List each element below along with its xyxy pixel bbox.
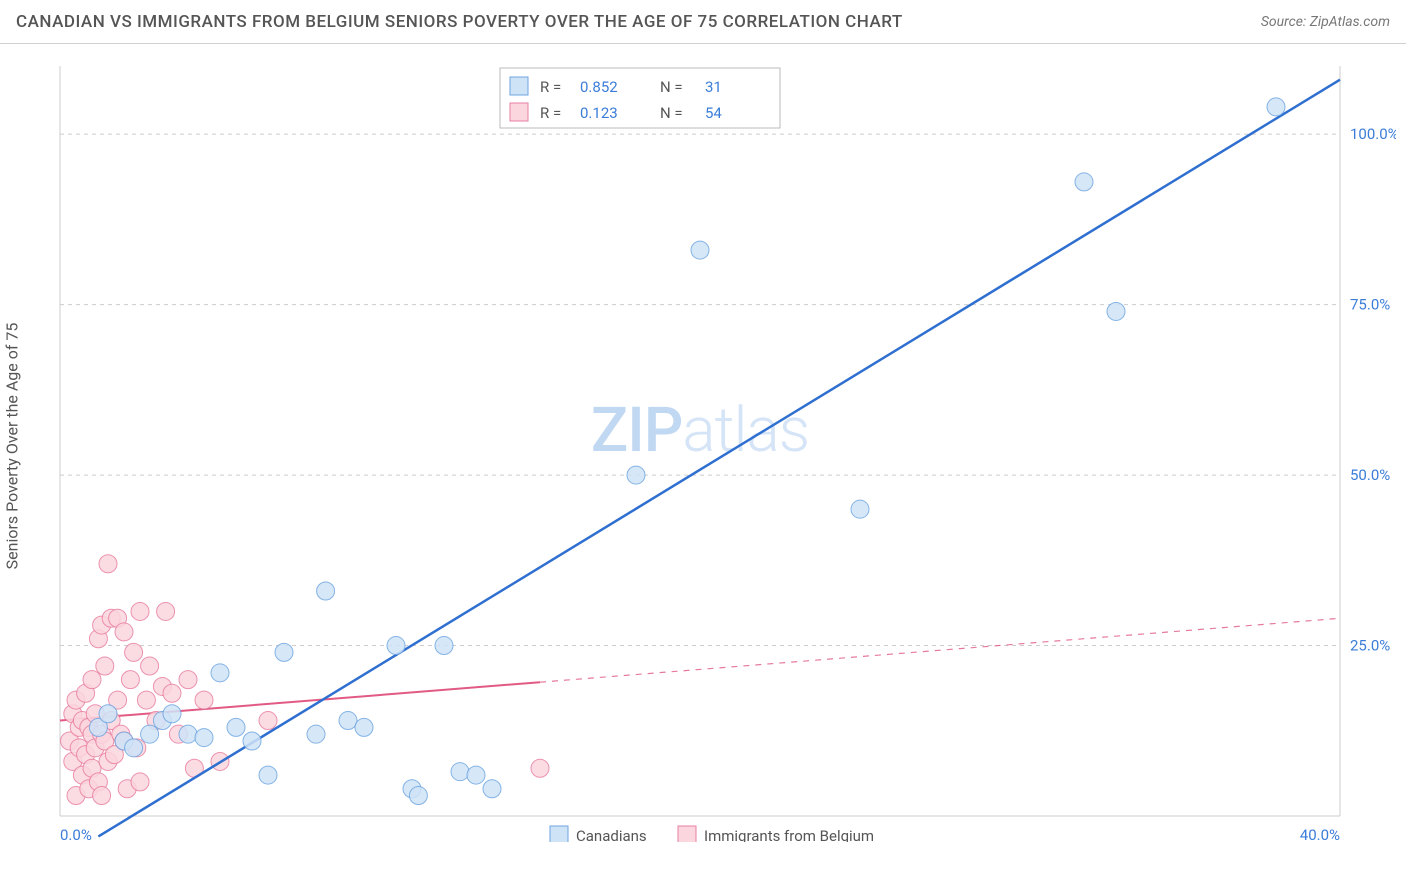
svg-text:54: 54 — [705, 104, 722, 122]
svg-text:0.123: 0.123 — [580, 104, 618, 122]
svg-text:100.0%: 100.0% — [1350, 125, 1396, 143]
svg-text:0.852: 0.852 — [580, 78, 618, 96]
chart-area: 25.0% 50.0% 75.0% 100.0% 0.0% 40.0% ZIPatlas R … — [50, 56, 1396, 842]
y-axis-label: Seniors Poverty Over the Age of 75 — [3, 323, 22, 570]
svg-text:R =: R = — [540, 104, 561, 122]
svg-text:31: 31 — [705, 78, 722, 96]
svg-text:ZIPatlas: ZIPatlas — [591, 394, 809, 467]
svg-text:50.0%: 50.0% — [1350, 466, 1390, 484]
svg-text:Canadians: Canadians — [576, 827, 647, 842]
svg-text:R =: R = — [540, 78, 561, 96]
svg-text:25.0%: 25.0% — [1350, 637, 1390, 655]
chart-header: CANADIAN VS IMMIGRANTS FROM BELGIUM SENI… — [0, 0, 1406, 44]
scatter-chart: 25.0% 50.0% 75.0% 100.0% 0.0% 40.0% ZIPatlas R … — [50, 56, 1396, 842]
svg-text:Immigrants from Belgium: Immigrants from Belgium — [704, 827, 874, 842]
svg-text:N =: N = — [660, 104, 683, 122]
chart-title: CANADIAN VS IMMIGRANTS FROM BELGIUM SENI… — [16, 12, 903, 32]
svg-text:0.0%: 0.0% — [60, 826, 92, 842]
svg-text:N =: N = — [660, 78, 683, 96]
source-label: Source: ZipAtlas.com — [1261, 14, 1390, 30]
svg-text:40.0%: 40.0% — [1300, 826, 1340, 842]
svg-text:75.0%: 75.0% — [1350, 296, 1390, 314]
